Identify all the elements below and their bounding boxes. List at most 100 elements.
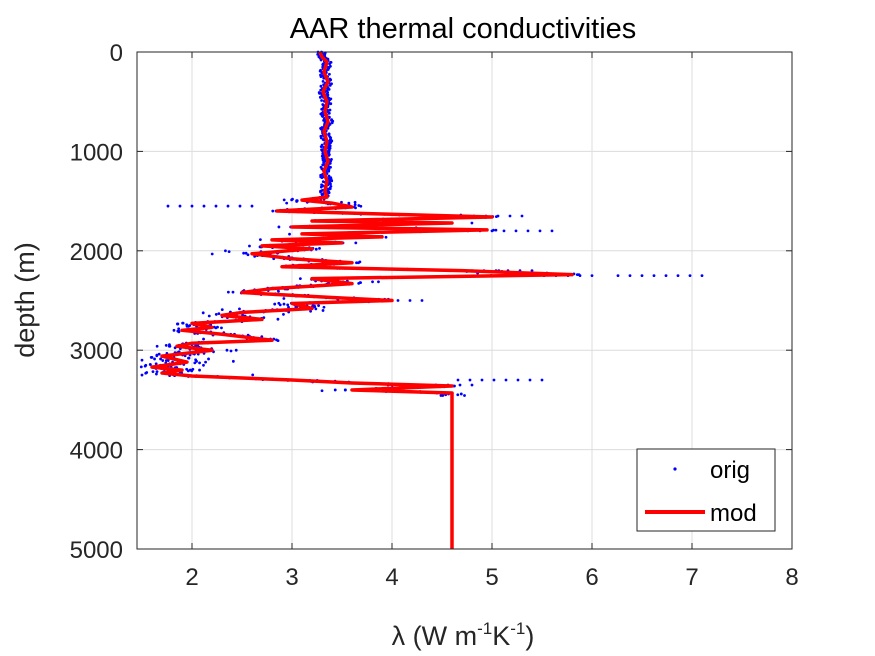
orig-point	[246, 253, 250, 257]
orig-point	[178, 204, 182, 208]
orig-point	[420, 299, 424, 302]
x-axis-label: λ (W m-1K-1)	[392, 619, 535, 651]
orig-point	[277, 225, 281, 229]
orig-point	[328, 84, 332, 87]
x-tick-labels: 2 3 4 5 6 7 8	[185, 564, 798, 591]
orig-point	[276, 339, 280, 343]
orig-point	[355, 261, 358, 265]
orig-point	[187, 356, 190, 360]
orig-point	[317, 304, 320, 308]
orig-point	[177, 327, 181, 331]
orig-point	[295, 200, 299, 203]
orig-point	[153, 357, 156, 361]
orig-point	[202, 337, 205, 341]
orig-point	[250, 204, 254, 208]
orig-point	[329, 102, 333, 106]
orig-point	[328, 72, 331, 76]
orig-point	[290, 198, 294, 202]
y-tick-label: 4000	[70, 438, 123, 465]
orig-point	[166, 359, 170, 362]
orig-point	[140, 358, 144, 362]
orig-point	[198, 368, 201, 372]
orig-point	[371, 280, 374, 284]
orig-point	[470, 383, 474, 387]
orig-point	[508, 214, 512, 218]
orig-point	[328, 187, 332, 191]
orig-point	[193, 361, 197, 365]
orig-point	[502, 229, 506, 233]
orig-point	[320, 107, 324, 111]
orig-point	[353, 203, 357, 207]
orig-point	[688, 274, 692, 278]
y-tick-label: 0	[110, 40, 123, 67]
orig-point	[384, 235, 388, 239]
orig-point	[190, 204, 194, 208]
orig-point	[575, 273, 579, 277]
orig-point	[151, 370, 155, 374]
orig-point	[357, 282, 361, 285]
orig-point	[520, 214, 524, 218]
x-axis-units-close: )	[525, 621, 534, 651]
orig-point	[258, 238, 262, 242]
orig-point	[298, 277, 302, 281]
orig-point	[492, 378, 496, 382]
orig-point	[150, 355, 154, 359]
orig-point	[516, 378, 520, 382]
orig-point	[210, 252, 214, 256]
orig-point	[286, 303, 290, 307]
orig-point	[480, 378, 484, 382]
orig-point	[164, 344, 168, 347]
y-tick-label: 2000	[70, 239, 123, 266]
orig-point	[282, 198, 286, 202]
orig-point	[285, 201, 289, 205]
orig-point	[496, 214, 500, 218]
orig-point	[377, 280, 380, 284]
orig-point	[144, 371, 148, 375]
orig-point	[282, 302, 286, 306]
orig-point	[238, 307, 241, 311]
x-tick-label: 2	[185, 564, 198, 591]
orig-point	[161, 359, 165, 362]
orig-point	[220, 326, 223, 330]
orig-point	[271, 209, 275, 213]
orig-point	[231, 359, 235, 363]
orig-point	[155, 344, 159, 348]
orig-point	[453, 384, 456, 388]
orig-point	[550, 229, 554, 233]
orig-point	[328, 98, 332, 102]
orig-point	[214, 326, 218, 330]
orig-point	[490, 229, 494, 233]
orig-point	[357, 261, 360, 265]
orig-point	[359, 204, 363, 208]
x-tick-label: 6	[585, 564, 598, 591]
orig-point	[528, 378, 532, 382]
orig-point	[321, 80, 325, 83]
orig-point	[319, 84, 323, 88]
orig-point	[590, 274, 594, 278]
orig-point	[273, 302, 277, 306]
orig-point	[227, 250, 231, 254]
orig-point	[148, 363, 152, 366]
orig-point	[640, 274, 644, 278]
orig-point	[186, 369, 190, 373]
orig-point	[459, 392, 463, 396]
legend-box	[636, 448, 776, 532]
legend-orig-marker	[673, 467, 677, 471]
orig-point	[140, 373, 144, 377]
orig-point	[320, 99, 323, 102]
orig-point	[319, 88, 323, 92]
orig-point	[700, 274, 704, 278]
axes-frame	[136, 51, 793, 550]
orig-point	[320, 389, 324, 393]
orig-point	[201, 311, 205, 315]
orig-point	[314, 307, 318, 311]
orig-point	[166, 204, 170, 208]
orig-point	[155, 370, 159, 374]
orig-point	[354, 206, 357, 210]
orig-point	[143, 364, 147, 368]
orig-point	[207, 314, 211, 318]
orig-point	[225, 348, 229, 352]
orig-point	[231, 290, 235, 294]
orig-point	[330, 179, 334, 183]
orig-point	[220, 308, 224, 312]
